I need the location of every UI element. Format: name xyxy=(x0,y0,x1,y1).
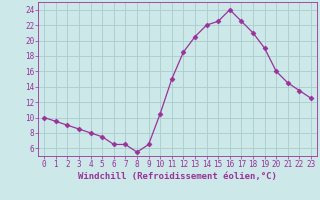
X-axis label: Windchill (Refroidissement éolien,°C): Windchill (Refroidissement éolien,°C) xyxy=(78,172,277,181)
